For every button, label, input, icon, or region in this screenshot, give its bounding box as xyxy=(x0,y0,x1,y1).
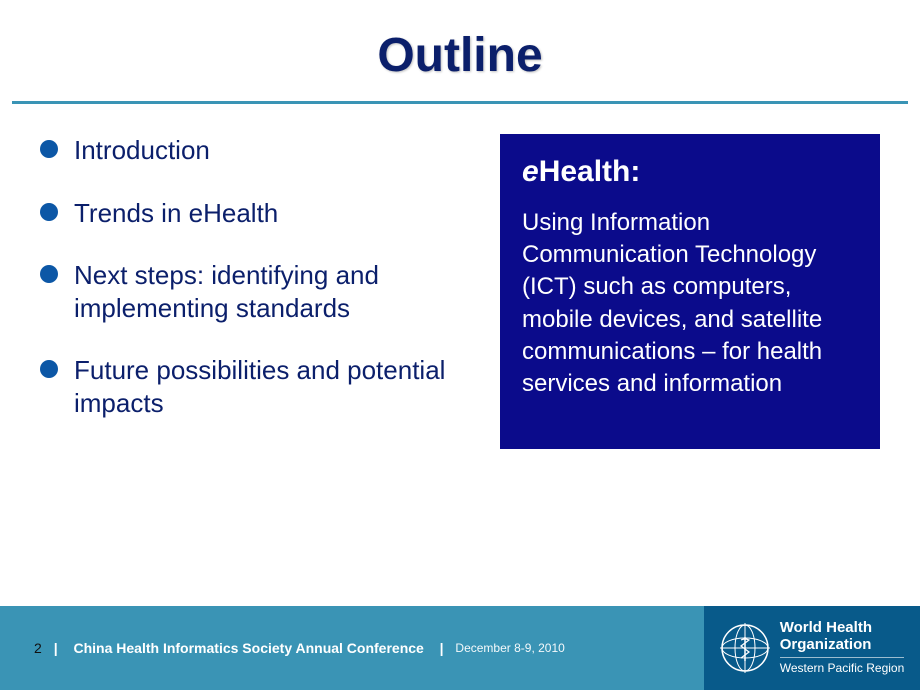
callout-body: Using Information Communication Technolo… xyxy=(522,207,858,401)
footer-date: December 8-9, 2010 xyxy=(455,641,564,655)
footer-right: World Health Organization Western Pacifi… xyxy=(704,606,920,690)
bullet-item: Trends in eHealth xyxy=(40,197,470,230)
bullet-list: Introduction Trends in eHealth Next step… xyxy=(40,134,470,449)
footer-left: 2 | China Health Informatics Society Ann… xyxy=(0,606,704,690)
slide-body: Introduction Trends in eHealth Next step… xyxy=(0,134,920,449)
page-number: 2 xyxy=(34,640,42,656)
org-line1: World Health xyxy=(780,620,905,637)
bullet-item: Next steps: identifying and implementing… xyxy=(40,259,470,324)
org-line2: Organization xyxy=(780,637,905,654)
callout-heading-prefix: e xyxy=(522,155,539,188)
bullet-item: Introduction xyxy=(40,134,470,167)
footer: 2 | China Health Informatics Society Ann… xyxy=(0,606,920,690)
footer-conference: China Health Informatics Society Annual … xyxy=(74,640,424,656)
slide-title: Outline xyxy=(0,0,920,101)
footer-separator: | xyxy=(440,640,444,656)
who-logo-icon xyxy=(720,623,770,673)
footer-separator: | xyxy=(54,640,58,656)
callout-heading: eHealth: xyxy=(522,152,858,193)
slide: Outline Introduction Trends in eHealth N… xyxy=(0,0,920,690)
bullet-item: Future possibilities and potential impac… xyxy=(40,354,470,419)
divider-line xyxy=(12,101,908,104)
callout-box: eHealth: Using Information Communication… xyxy=(500,134,880,449)
org-line3: Western Pacific Region xyxy=(780,662,905,675)
org-divider xyxy=(780,657,905,658)
callout-heading-rest: Health: xyxy=(539,155,641,188)
who-text: World Health Organization Western Pacifi… xyxy=(780,620,905,675)
